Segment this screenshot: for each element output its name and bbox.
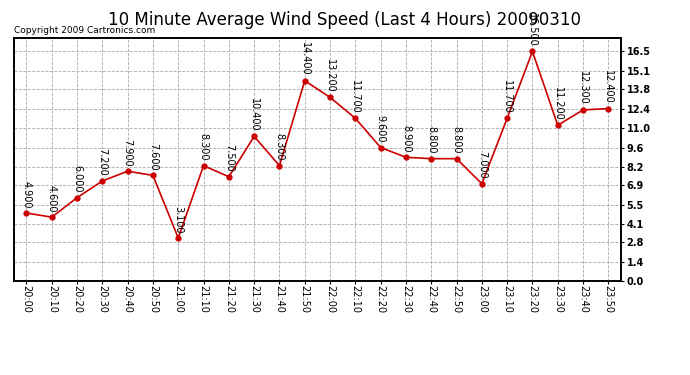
Text: 11.700: 11.700 bbox=[502, 80, 512, 113]
Text: 16.500: 16.500 bbox=[527, 13, 538, 46]
Text: 7.600: 7.600 bbox=[148, 143, 158, 171]
Text: 11.700: 11.700 bbox=[351, 80, 360, 113]
Text: 7.200: 7.200 bbox=[97, 148, 108, 176]
Text: 13.200: 13.200 bbox=[325, 59, 335, 93]
Text: 12.300: 12.300 bbox=[578, 71, 588, 105]
Text: 9.600: 9.600 bbox=[375, 115, 386, 142]
Text: 8.900: 8.900 bbox=[401, 125, 411, 152]
Text: 8.300: 8.300 bbox=[199, 133, 208, 161]
Text: 6.000: 6.000 bbox=[72, 165, 82, 193]
Text: 11.200: 11.200 bbox=[553, 87, 563, 120]
Text: 14.400: 14.400 bbox=[299, 42, 310, 76]
Text: 8.800: 8.800 bbox=[451, 126, 462, 154]
Text: 8.300: 8.300 bbox=[275, 133, 284, 161]
Text: 4.600: 4.600 bbox=[47, 185, 57, 212]
Text: 4.900: 4.900 bbox=[21, 181, 32, 208]
Text: 7.000: 7.000 bbox=[477, 151, 487, 179]
Text: 3.100: 3.100 bbox=[173, 206, 184, 233]
Text: 10 Minute Average Wind Speed (Last 4 Hours) 20090310: 10 Minute Average Wind Speed (Last 4 Hou… bbox=[108, 11, 582, 29]
Text: Copyright 2009 Cartronics.com: Copyright 2009 Cartronics.com bbox=[14, 26, 155, 35]
Text: 7.500: 7.500 bbox=[224, 144, 234, 172]
Text: 12.400: 12.400 bbox=[603, 70, 613, 104]
Text: 7.900: 7.900 bbox=[123, 139, 132, 166]
Text: 8.800: 8.800 bbox=[426, 126, 436, 154]
Text: 10.400: 10.400 bbox=[249, 98, 259, 132]
